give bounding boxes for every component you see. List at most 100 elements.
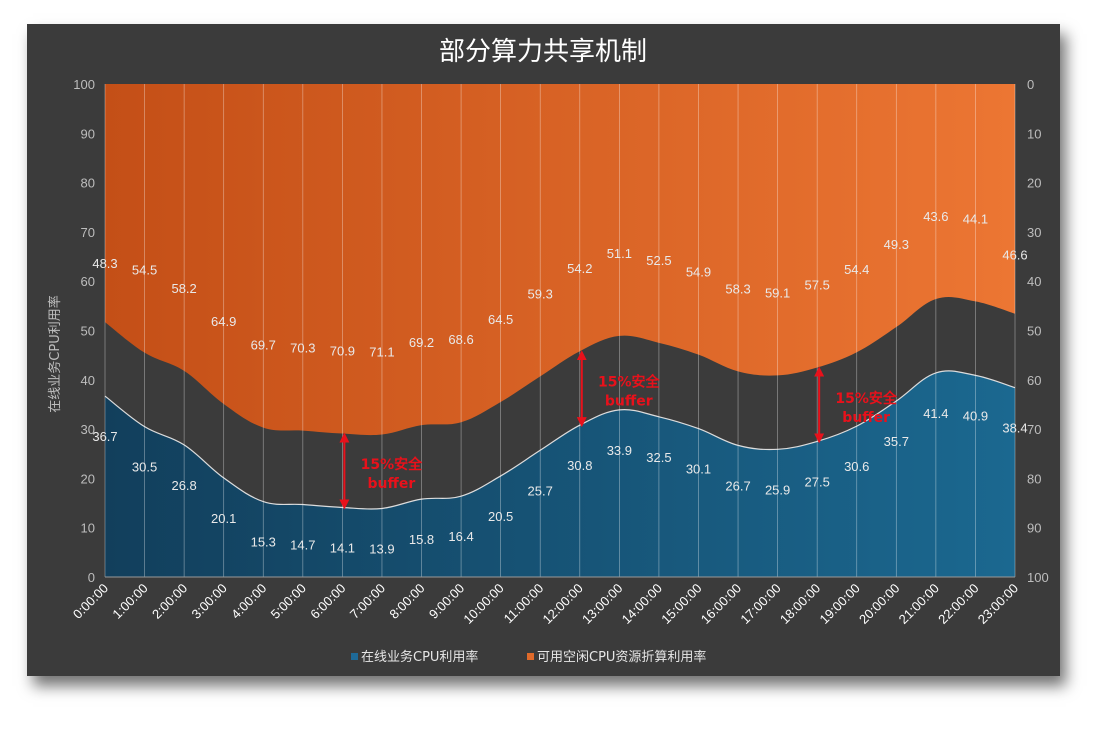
data-label-idle: 54.9: [686, 265, 711, 280]
data-label-online: 20.5: [488, 509, 513, 524]
data-label-idle: 51.1: [607, 246, 632, 261]
data-label-online: 35.7: [884, 434, 909, 449]
data-label-idle: 58.2: [171, 281, 196, 296]
data-label-online: 14.1: [330, 540, 355, 555]
series-idle-area: [105, 84, 1015, 436]
data-label-online: 27.5: [805, 474, 830, 489]
data-label-idle: 64.9: [211, 314, 236, 329]
plot-area: 48.3 36.7 54.5 30.5 58.2 26.8 64.9 20.1 69.7 15.3…: [92, 84, 1028, 578]
data-label-idle: 44.1: [963, 211, 988, 226]
cpu-sharing-chart: 部分算力共享机制 48.3 36.7 54.5 30.5 58.2 26.8 64.9 20.…: [47, 37, 1049, 665]
x-tick-label: 22:00:00: [935, 581, 981, 627]
legend-label-online: 在线业务CPU利用率: [361, 649, 478, 665]
data-label-online: 36.7: [92, 429, 117, 444]
y-tick-label: 20: [81, 471, 95, 486]
data-label-online: 13.9: [369, 541, 394, 556]
x-tick-label: 5:00:00: [268, 581, 309, 622]
x-tick-label: 18:00:00: [777, 581, 823, 627]
x-tick-label: 7:00:00: [347, 581, 388, 622]
x-tick-label: 13:00:00: [579, 581, 625, 627]
data-label-online: 26.7: [725, 478, 750, 493]
data-label-idle: 71.1: [369, 345, 394, 360]
data-label-idle: 69.7: [251, 338, 276, 353]
buffer-label-line1: 15%安全: [361, 456, 424, 473]
data-label-online: 33.9: [607, 443, 632, 458]
data-label-online: 30.1: [686, 462, 711, 477]
data-label-online: 16.4: [448, 529, 473, 544]
data-label-online: 30.5: [132, 460, 157, 475]
data-label-idle: 46.6: [1002, 248, 1027, 263]
y-tick-label: 90: [81, 126, 95, 141]
x-axis: 0:00:001:00:002:00:003:00:004:00:005:00:…: [70, 581, 1021, 627]
data-label-idle: 48.3: [92, 256, 117, 271]
data-label-idle: 59.1: [765, 285, 790, 300]
x-tick-label: 2:00:00: [149, 581, 190, 622]
x-tick-label: 1:00:00: [109, 581, 150, 622]
y2-tick-label: 60: [1027, 373, 1041, 388]
y2-tick-label: 100: [1027, 570, 1049, 585]
data-label-online: 38.4: [1002, 421, 1027, 436]
x-tick-label: 6:00:00: [307, 581, 348, 622]
data-label-idle: 59.3: [528, 286, 553, 301]
buffer-label-line1: 15%安全: [598, 374, 661, 391]
data-label-online: 25.9: [765, 482, 790, 497]
data-label-online: 25.7: [528, 483, 553, 498]
x-tick-label: 21:00:00: [896, 581, 942, 627]
data-label-online: 32.5: [646, 450, 671, 465]
x-tick-label: 17:00:00: [737, 581, 783, 627]
x-tick-label: 16:00:00: [698, 581, 744, 627]
x-tick-label: 8:00:00: [386, 581, 427, 622]
x-tick-label: 12:00:00: [540, 581, 586, 627]
x-tick-label: 0:00:00: [70, 581, 111, 622]
y2-tick-label: 0: [1027, 77, 1034, 92]
data-label-online: 40.9: [963, 408, 988, 423]
x-tick-label: 14:00:00: [619, 581, 665, 627]
buffer-label-line2: buffer: [842, 410, 890, 426]
y2-tick-label: 30: [1027, 225, 1041, 240]
data-label-online: 20.1: [211, 511, 236, 526]
data-label-idle: 58.3: [725, 281, 750, 296]
data-label-online: 14.7: [290, 538, 315, 553]
data-label-online: 41.4: [923, 406, 948, 421]
x-tick-label: 20:00:00: [856, 581, 902, 627]
data-label-online: 15.3: [251, 535, 276, 550]
data-label-idle: 69.2: [409, 335, 434, 350]
buffer-label-line1: 15%安全: [835, 390, 898, 407]
x-tick-label: 4:00:00: [228, 581, 269, 622]
series-online-area: [105, 370, 1015, 577]
y-tick-label: 100: [73, 77, 95, 92]
data-label-idle: 49.3: [884, 237, 909, 252]
data-label-idle: 70.3: [290, 341, 315, 356]
y-tick-label: 0: [88, 570, 95, 585]
x-tick-label: 3:00:00: [189, 581, 230, 622]
y2-tick-label: 90: [1027, 521, 1041, 536]
right-axis: 0 10 20 30 40 50 60 70 80 90 100: [1027, 77, 1049, 585]
data-label-idle: 54.5: [132, 263, 157, 278]
annotations: 15%安全 buffer 15%安全 buffer 15%安全 buffer: [339, 350, 898, 510]
data-label-idle: 54.2: [567, 261, 592, 276]
y-tick-label: 40: [81, 373, 95, 388]
data-label-online: 30.8: [567, 458, 592, 473]
legend-swatch-online: [351, 653, 358, 660]
data-label-online: 30.6: [844, 459, 869, 474]
y2-tick-label: 50: [1027, 324, 1041, 339]
buffer-label-line2: buffer: [605, 394, 653, 410]
data-label-online: 15.8: [409, 532, 434, 547]
x-tick-label: 19:00:00: [816, 581, 862, 627]
legend-swatch-idle: [527, 653, 534, 660]
y2-tick-label: 20: [1027, 176, 1041, 191]
y2-tick-label: 40: [1027, 274, 1041, 289]
series-online-line: [104, 370, 1016, 510]
data-label-idle: 68.6: [448, 332, 473, 347]
legend-label-idle: 可用空闲CPU资源折算利用率: [537, 649, 706, 665]
y-tick-label: 30: [81, 422, 95, 437]
legend: 在线业务CPU利用率 可用空闲CPU资源折算利用率: [351, 649, 706, 665]
data-label-idle: 70.9: [330, 344, 355, 359]
y-tick-label: 80: [81, 176, 95, 191]
x-tick-label: 15:00:00: [658, 581, 704, 627]
y-tick-label: 70: [81, 225, 95, 240]
data-label-idle: 52.5: [646, 253, 671, 268]
data-label-idle: 54.4: [844, 262, 869, 277]
data-label-idle: 57.5: [805, 277, 830, 292]
data-label-online: 26.8: [171, 478, 196, 493]
